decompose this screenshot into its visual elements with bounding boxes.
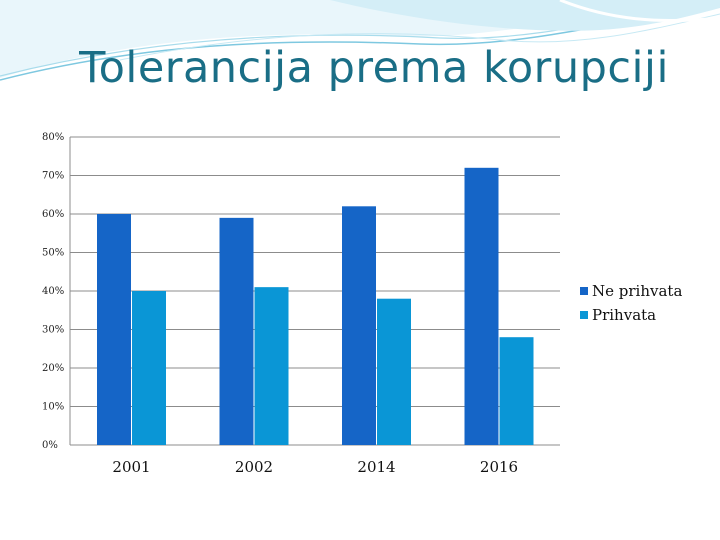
y-axis-tick-labels: 0% 10% 20% 30% 40% 50% 60% 70% 80% — [42, 132, 64, 451]
bar-ne-prihvata-2016 — [464, 167, 499, 446]
y-tick-label: 70% — [42, 171, 64, 182]
x-axis-category-labels: 2001 2002 2014 2016 — [112, 458, 518, 476]
x-category-label: 2016 — [480, 458, 518, 476]
x-category-label: 2014 — [357, 458, 395, 476]
y-tick-label: 60% — [42, 209, 64, 220]
chart-bars — [97, 167, 534, 446]
y-tick-label: 0% — [42, 440, 58, 451]
y-tick-label: 20% — [42, 363, 64, 374]
header-wave-decoration — [0, 0, 720, 81]
y-tick-label: 10% — [42, 402, 64, 413]
bar-prihvata-2016 — [499, 337, 534, 445]
y-tick-label: 30% — [42, 325, 64, 336]
legend-swatch — [580, 311, 588, 319]
slide-title: Tolerancija prema korupciji — [79, 43, 669, 93]
bar-prihvata-2014 — [377, 298, 411, 445]
x-category-label: 2002 — [235, 458, 273, 476]
legend-label: Prihvata — [592, 306, 656, 324]
bar-ne-prihvata-2001 — [97, 214, 131, 445]
chart-legend: Ne prihvata Prihvata — [580, 282, 682, 324]
x-category-label: 2001 — [112, 458, 150, 476]
bar-ne-prihvata-2014 — [342, 206, 376, 445]
y-tick-label: 80% — [42, 132, 64, 143]
y-tick-label: 40% — [42, 286, 64, 297]
legend-label: Ne prihvata — [592, 282, 682, 300]
bar-ne-prihvata-2002 — [219, 217, 254, 445]
y-tick-label: 50% — [42, 248, 64, 259]
legend-swatch — [580, 287, 588, 295]
bar-prihvata-2002 — [254, 287, 289, 445]
bar-prihvata-2001 — [132, 291, 166, 445]
